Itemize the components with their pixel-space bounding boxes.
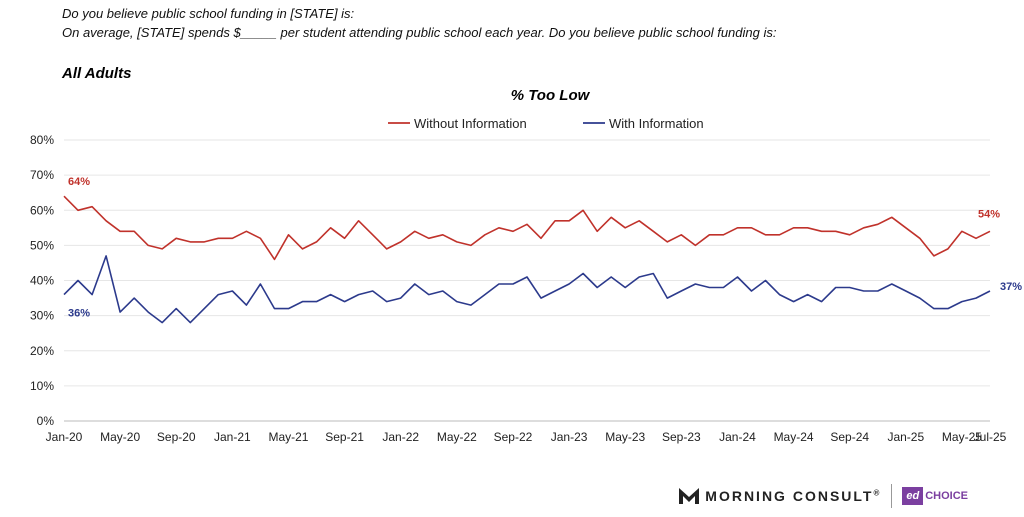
edchoice-logo: ed CHOICE [902,487,968,505]
y-tick-label: 80% [30,133,54,147]
y-tick-label: 50% [30,238,54,252]
x-tick-label: Sep-20 [157,430,196,444]
logo-divider [891,484,893,508]
edchoice-mark: ed [902,487,924,505]
data-label-start: 36% [68,308,90,320]
x-tick-label: Sep-21 [325,430,364,444]
edchoice-wordmark: CHOICE [925,490,968,502]
y-tick-label: 70% [30,168,54,182]
x-tick-label: Jan-25 [887,430,924,444]
y-tick-label: 20% [30,344,54,358]
data-label-end: 37% [1000,281,1022,293]
morning-consult-wordmark: MORNING CONSULT [705,488,874,504]
x-tick-label: Sep-22 [494,430,533,444]
morning-consult-icon [679,488,700,504]
y-tick-label: 30% [30,309,54,323]
registered-mark: ® [873,488,882,498]
chart-title: % Too Low [510,87,590,104]
data-label-end: 54% [978,208,1000,220]
x-tick-label: May-23 [605,430,645,444]
footer-logos: MORNING CONSULT® ed CHOICE [679,481,968,511]
series-line [63,255,991,324]
question-text-2: On average, [STATE] spends $_____ per st… [62,25,777,40]
data-label-start: 64% [68,176,90,188]
x-tick-label: Jan-21 [214,430,251,444]
x-tick-label: Jul-25 [974,430,1007,444]
y-tick-label: 60% [30,203,54,217]
x-tick-label: May-20 [100,430,140,444]
series-line [63,195,991,261]
x-tick-label: Sep-23 [662,430,701,444]
y-tick-label: 40% [30,274,54,288]
x-tick-label: Jan-23 [551,430,588,444]
subgroup-label: All Adults [62,65,132,82]
y-tick-label: 0% [37,414,55,428]
x-tick-label: Sep-24 [830,430,869,444]
x-tick-label: May-24 [774,430,814,444]
x-tick-label: Jan-22 [382,430,419,444]
y-tick-label: 10% [30,379,54,393]
x-tick-label: May-25 [942,430,982,444]
legend-label: Without Information [414,116,527,131]
question-text-1: Do you believe public school funding in … [62,6,355,21]
x-tick-label: May-21 [268,430,308,444]
legend-label: With Information [609,116,704,131]
x-tick-label: May-22 [437,430,477,444]
x-tick-label: Jan-20 [46,430,83,444]
morning-consult-logo: MORNING CONSULT® [679,488,881,504]
x-tick-label: Jan-24 [719,430,756,444]
